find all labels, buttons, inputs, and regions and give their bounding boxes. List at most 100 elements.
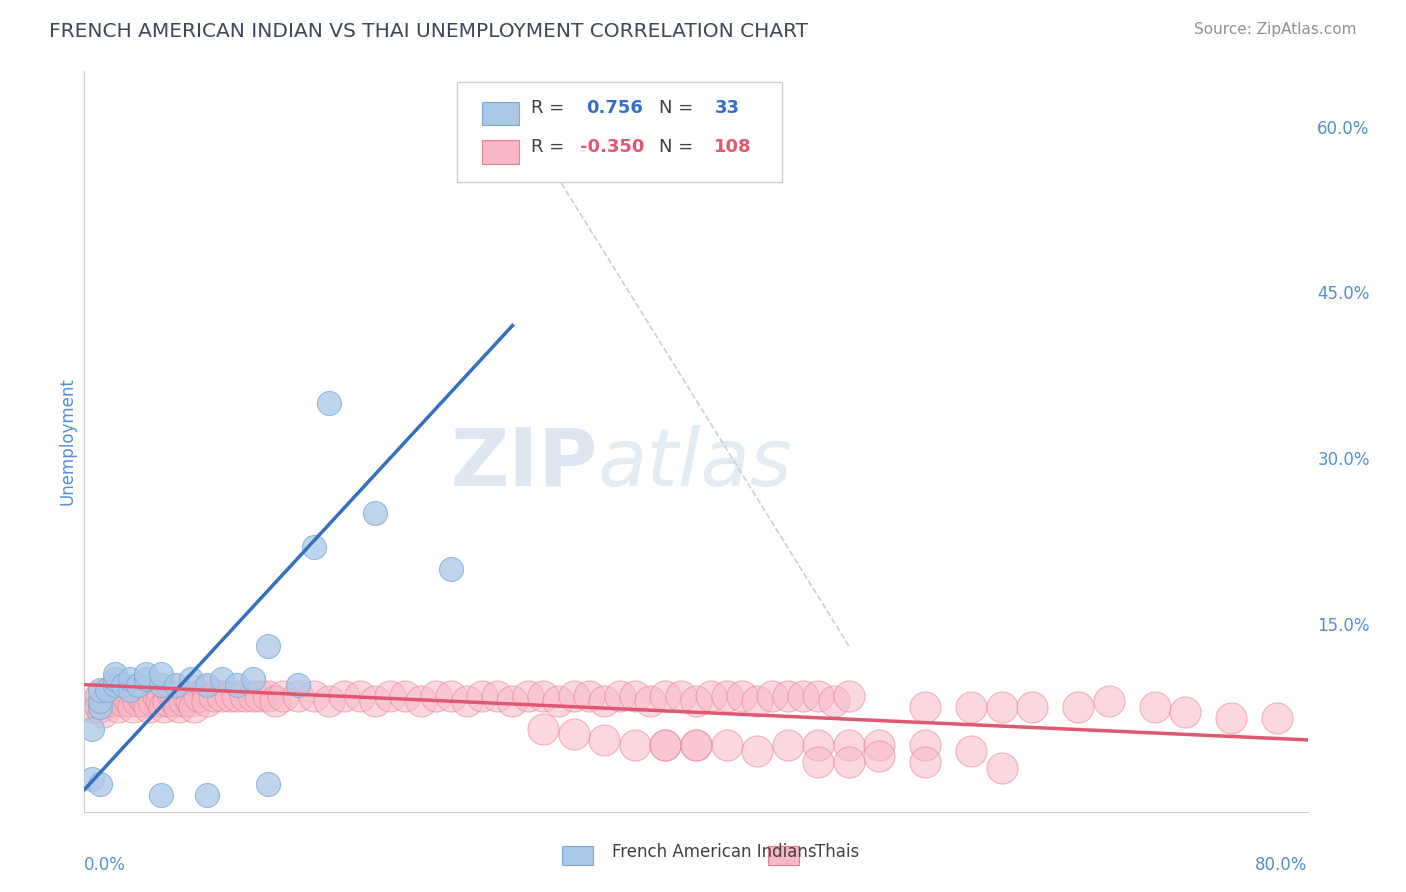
Point	[153, 699, 176, 714]
Point	[914, 755, 936, 769]
Point	[654, 689, 676, 703]
Text: R =: R =	[531, 99, 569, 118]
Point	[318, 694, 340, 708]
Point	[685, 694, 707, 708]
Point	[1021, 699, 1043, 714]
Point	[364, 507, 387, 521]
Point	[287, 678, 309, 692]
Point	[101, 689, 124, 703]
Point	[120, 683, 142, 698]
Point	[838, 755, 860, 769]
Point	[593, 694, 616, 708]
Point	[700, 689, 723, 703]
Bar	[482, 140, 519, 164]
Point	[96, 683, 118, 698]
Point	[226, 689, 249, 703]
Point	[669, 689, 692, 703]
Point	[195, 683, 218, 698]
Point	[547, 694, 569, 708]
Bar	[768, 846, 799, 865]
Point	[654, 739, 676, 753]
Point	[218, 689, 240, 703]
Point	[838, 689, 860, 703]
Point	[914, 739, 936, 753]
Point	[1067, 699, 1090, 714]
Text: Thais: Thais	[815, 843, 859, 861]
Point	[287, 689, 309, 703]
Point	[142, 694, 165, 708]
Point	[167, 699, 190, 714]
Point	[89, 683, 111, 698]
Point	[823, 694, 845, 708]
Point	[233, 689, 256, 703]
Point	[531, 689, 554, 703]
Point	[89, 699, 111, 714]
Point	[991, 760, 1014, 774]
Point	[107, 699, 129, 714]
Point	[183, 699, 205, 714]
Point	[104, 666, 127, 681]
Text: atlas: atlas	[598, 425, 793, 503]
Point	[146, 689, 169, 703]
Point	[869, 749, 891, 764]
Point	[115, 689, 138, 703]
Point	[838, 739, 860, 753]
Point	[162, 689, 184, 703]
Point	[409, 694, 432, 708]
Point	[135, 666, 157, 681]
Point	[486, 689, 509, 703]
Point	[654, 739, 676, 753]
Point	[776, 689, 799, 703]
Point	[104, 694, 127, 708]
Point	[135, 694, 157, 708]
Point	[302, 540, 325, 554]
Point	[257, 777, 280, 791]
Point	[747, 694, 769, 708]
Point	[1174, 706, 1197, 720]
Point	[202, 689, 225, 703]
Point	[333, 689, 356, 703]
Point	[89, 777, 111, 791]
Text: 0.756: 0.756	[586, 99, 643, 118]
Point	[257, 639, 280, 653]
Point	[257, 689, 280, 703]
Point	[149, 678, 172, 692]
Point	[685, 739, 707, 753]
Point	[502, 694, 524, 708]
Point	[127, 678, 149, 692]
Point	[807, 739, 830, 753]
Point	[135, 672, 157, 686]
Point	[104, 678, 127, 692]
Point	[1265, 711, 1288, 725]
Point	[380, 689, 402, 703]
Point	[731, 689, 754, 703]
Point	[761, 689, 783, 703]
Point	[562, 689, 585, 703]
Point	[792, 689, 814, 703]
Point	[177, 689, 200, 703]
Point	[157, 694, 180, 708]
Point	[302, 689, 325, 703]
Point	[264, 694, 287, 708]
Point	[516, 689, 538, 703]
Point	[747, 744, 769, 758]
Point	[242, 672, 264, 686]
Point	[180, 672, 202, 686]
Point	[226, 678, 249, 692]
Point	[685, 739, 707, 753]
Point	[242, 689, 264, 703]
Point	[135, 683, 157, 698]
Point	[1098, 694, 1121, 708]
Point	[120, 683, 142, 698]
Point	[104, 683, 127, 698]
Point	[991, 699, 1014, 714]
Point	[122, 699, 145, 714]
Point	[211, 689, 233, 703]
Point	[869, 739, 891, 753]
Point	[149, 683, 172, 698]
Point	[80, 772, 103, 786]
Point	[624, 739, 647, 753]
Point	[364, 694, 387, 708]
Text: 80.0%: 80.0%	[1256, 856, 1308, 874]
FancyBboxPatch shape	[457, 82, 782, 183]
